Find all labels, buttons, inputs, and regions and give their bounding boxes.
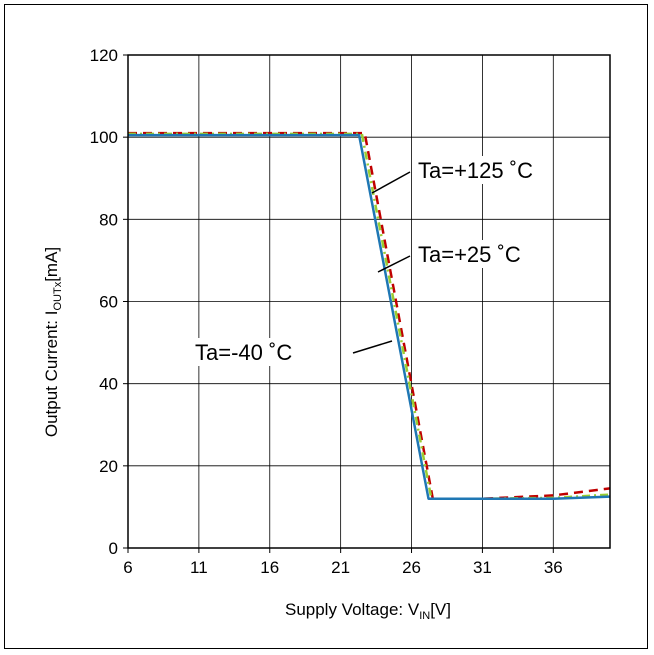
x-axis-label-main: Supply Voltage: V <box>285 600 420 619</box>
series-line-0 <box>128 133 611 500</box>
y-axis-label-main: Output Current: I <box>42 311 61 438</box>
annotation-bg <box>414 156 538 184</box>
x-tick-label: 6 <box>123 558 132 577</box>
y-axis-label: Output Current: IOUTx[mA] <box>42 247 64 437</box>
annotation-label: Ta=-40 ˚C <box>195 340 292 365</box>
y-tick-label: 40 <box>99 375 118 394</box>
y-axis-label-suffix: [mA] <box>42 247 61 282</box>
y-tick-label: 0 <box>109 539 118 558</box>
x-tick-label: 31 <box>473 558 492 577</box>
x-tick-label: 26 <box>402 558 421 577</box>
annotation-leader <box>371 171 411 194</box>
tick-labels: 6 11 16 21 26 31 36 0 20 40 60 80 100 120 <box>90 46 563 577</box>
y-tick-label: 120 <box>90 46 118 65</box>
annotation-label: Ta=+25 ˚C <box>418 242 521 267</box>
annotation-bg <box>191 338 297 366</box>
x-tick-label: 11 <box>190 558 208 577</box>
x-axis-label-sub: IN <box>419 610 430 622</box>
x-tick-label: 21 <box>331 558 350 577</box>
y-tick-label: 80 <box>99 210 118 229</box>
x-tick-label: 36 <box>544 558 563 577</box>
annotation-bg <box>414 240 525 268</box>
x-axis-label-suffix: [V] <box>430 600 451 619</box>
grid <box>127 54 610 549</box>
y-tick-label: 60 <box>99 293 118 312</box>
series-group <box>128 131 611 500</box>
y-axis-label-sub: OUTx <box>52 281 64 310</box>
annotation-leader <box>377 255 411 273</box>
y-tick-label: 100 <box>90 128 118 147</box>
x-tick-label: 16 <box>260 558 279 577</box>
x-axis-label: Supply Voltage: VIN[V] <box>285 600 451 622</box>
annotation-label: Ta=+125 ˚C <box>418 158 533 183</box>
y-tick-label: 20 <box>99 457 118 476</box>
annotation-leader <box>352 340 393 354</box>
chart-frame <box>4 4 648 649</box>
annotations: Ta=+125 ˚C Ta=+25 ˚C Ta=-40 ˚C <box>191 156 538 366</box>
